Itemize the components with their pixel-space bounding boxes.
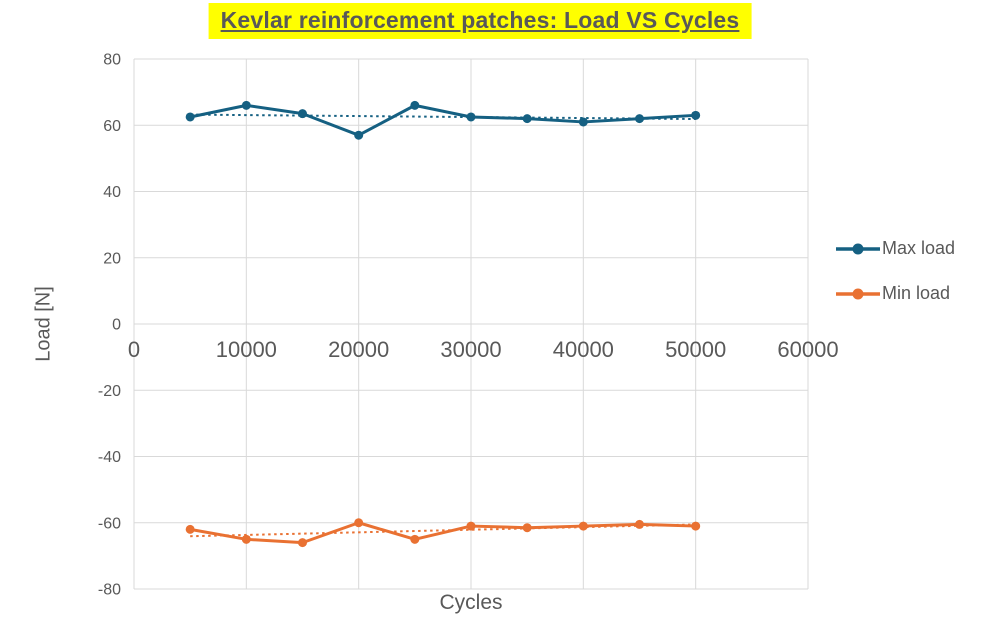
x-tick-label: 30000 xyxy=(440,337,501,362)
y-tick-label: 80 xyxy=(103,52,121,69)
data-point-max-load xyxy=(298,109,307,119)
data-point-max-load xyxy=(185,112,195,122)
x-tick-label: 20000 xyxy=(328,337,389,362)
y-tick-label: 60 xyxy=(103,118,121,135)
y-axis-title: Load [N] xyxy=(32,286,55,362)
legend-item-max-load: Max load xyxy=(835,236,955,261)
x-tick-label: 0 xyxy=(128,337,140,362)
data-point-min-load xyxy=(298,538,307,548)
x-tick-label: 50000 xyxy=(665,337,726,362)
x-tick-label: 40000 xyxy=(553,337,614,362)
y-tick-label: 0 xyxy=(112,317,121,334)
x-tick-label: 10000 xyxy=(216,337,277,362)
data-point-max-load xyxy=(466,112,476,122)
data-point-max-load xyxy=(691,110,701,120)
legend-label-max-load: Max load xyxy=(882,238,956,258)
data-point-max-load xyxy=(522,114,532,124)
trendline-max-load xyxy=(190,113,696,121)
legend-item-min-load: Min load xyxy=(835,281,955,306)
y-tick-label: -20 xyxy=(98,383,121,400)
data-point-min-load xyxy=(691,521,701,531)
legend-label-min-load: Min load xyxy=(882,283,951,303)
y-tick-label: 40 xyxy=(103,184,121,201)
series-line-min-load xyxy=(188,521,698,545)
data-point-max-load xyxy=(635,114,644,124)
legend: Max load Min load xyxy=(835,236,955,306)
data-point-max-load xyxy=(578,117,588,127)
y-tick-label: -80 xyxy=(98,582,121,599)
x-axis-title: Cycles xyxy=(439,591,503,614)
series-line-max-load xyxy=(188,103,698,137)
y-tick-label: -40 xyxy=(98,449,121,466)
y-tick-label: -60 xyxy=(98,515,121,532)
chart-title: Kevlar reinforcement patches: Load VS Cy… xyxy=(208,3,752,39)
data-point-min-load xyxy=(635,519,644,529)
legend-marker-max-load xyxy=(836,243,880,254)
data-point-max-load xyxy=(354,130,364,140)
data-point-max-load xyxy=(410,100,420,110)
data-point-min-load xyxy=(354,518,364,528)
data-point-min-load xyxy=(241,534,251,544)
data-point-min-load xyxy=(410,534,420,544)
data-point-min-load xyxy=(466,521,476,531)
y-tick-label: 20 xyxy=(103,250,121,267)
data-point-min-load xyxy=(522,523,532,533)
legend-marker-min-load xyxy=(836,288,880,299)
data-point-min-load xyxy=(578,521,588,531)
data-point-min-load xyxy=(185,524,195,534)
data-point-max-load xyxy=(241,100,251,110)
x-tick-label: 60000 xyxy=(777,337,838,362)
